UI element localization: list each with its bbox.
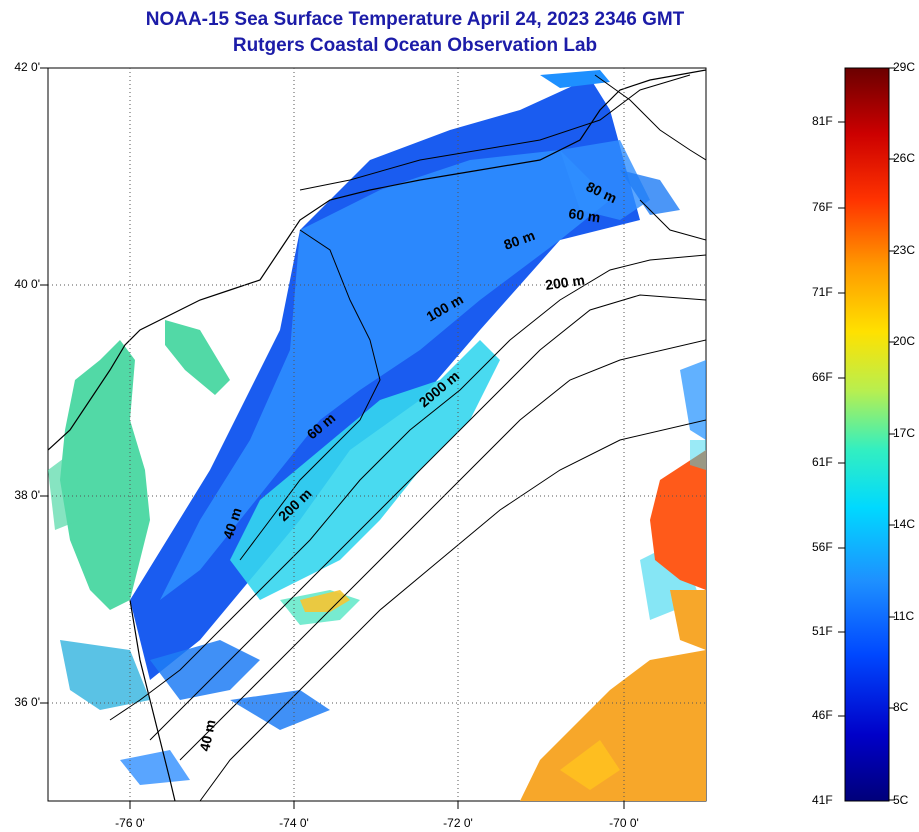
colorbar-f-label: 71F [812, 285, 833, 299]
chesapeake-bay [60, 340, 150, 610]
colorbar-ticks [838, 67, 895, 801]
colorbar-c-label: 14C [893, 517, 916, 531]
depth-label: 200 m [544, 272, 586, 293]
warm-eddy [650, 450, 706, 590]
colorbar-c-label: 29C [893, 60, 916, 74]
colorbar-f-label: 66F [812, 370, 833, 384]
colorbar [844, 67, 890, 802]
colorbar-c-label: 8C [893, 700, 909, 714]
colorbar-c-label: 23C [893, 243, 916, 257]
colorbar-f-label: 41F [812, 793, 833, 807]
lon-label: -70 0' [609, 816, 639, 830]
lat-label: 36 0' [14, 695, 40, 709]
colorbar-f-label: 46F [812, 708, 833, 722]
map-subtitle: Rutgers Coastal Ocean Observation Lab [232, 35, 598, 56]
sst-imagery [48, 69, 706, 801]
lat-label: 40 0' [14, 277, 40, 291]
colorbar-c-label: 5C [893, 793, 909, 807]
gulf-stream-edge [230, 340, 500, 600]
coastline [48, 69, 706, 801]
lon-label: -76 0' [115, 816, 145, 830]
colorbar-f-label: 81F [812, 114, 833, 128]
colorbar-c-label: 11C [893, 609, 915, 623]
slope-water [160, 150, 610, 600]
map-title: NOAA-15 Sea Surface Temperature April 24… [145, 9, 685, 30]
depth-label: 40 m [196, 718, 218, 753]
lon-label: -72 0' [443, 816, 473, 830]
map-ticks [40, 67, 625, 809]
colorbar-f-label: 61F [812, 455, 833, 469]
colorbar-f-label: 56F [812, 540, 833, 554]
depth-label: 60 m [568, 205, 602, 225]
lon-label: -74 0' [279, 816, 309, 830]
colorbar-c-label: 17C [893, 426, 916, 440]
colorbar-c-label: 20C [893, 334, 916, 348]
sargasso-warm [520, 650, 706, 801]
colorbar-c-label: 26C [893, 151, 916, 165]
colorbar-f-label: 51F [812, 624, 833, 638]
lat-label: 38 0' [14, 488, 40, 502]
lat-label: 42 0' [14, 60, 40, 74]
graticule [48, 68, 706, 801]
colorbar-f-label: 76F [812, 200, 833, 214]
